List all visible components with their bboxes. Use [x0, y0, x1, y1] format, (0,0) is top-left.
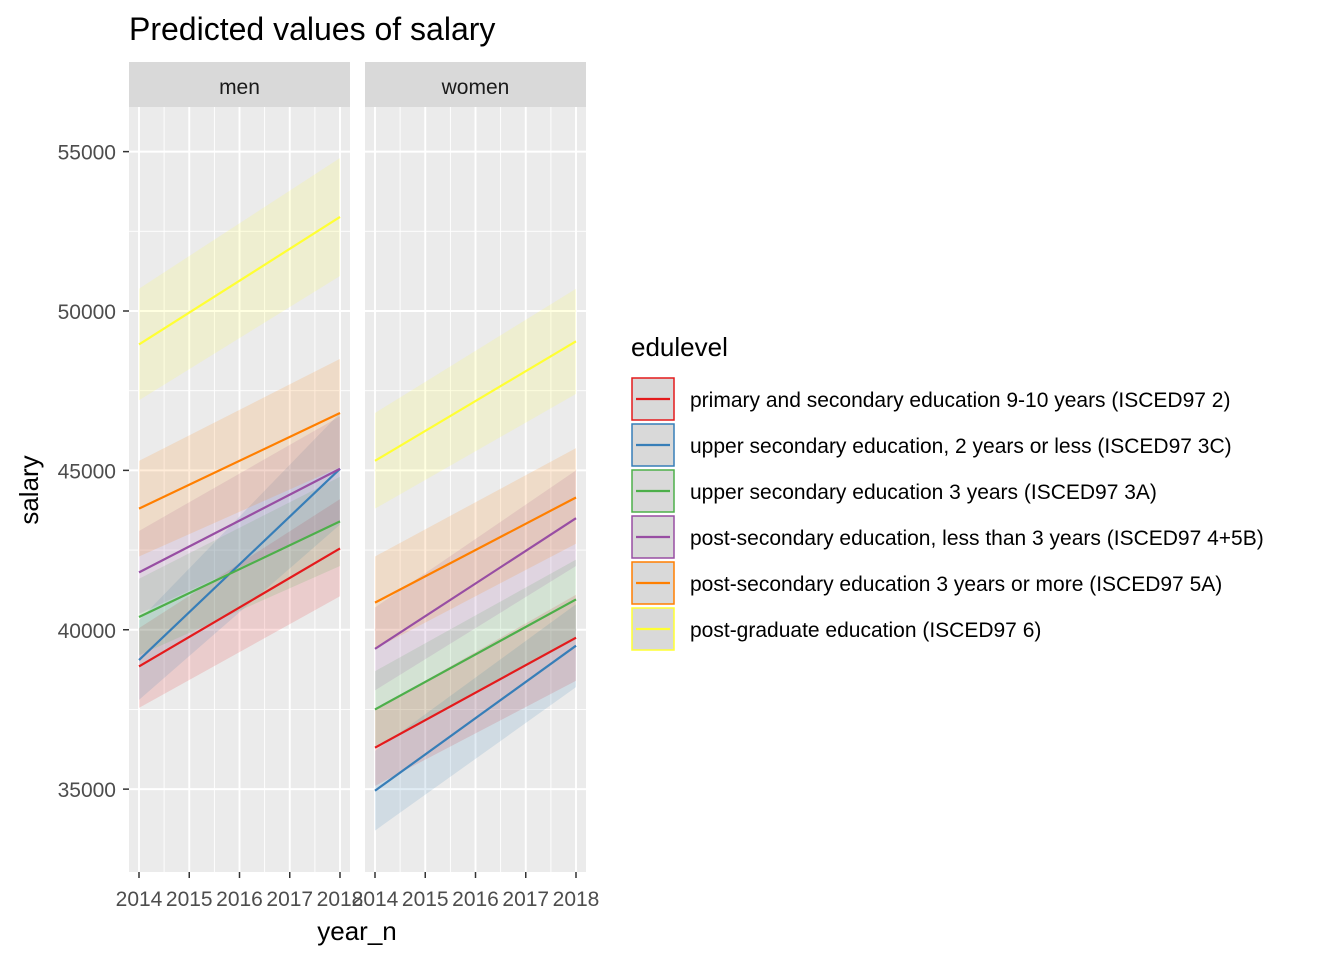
x-tick-label: 2016	[452, 888, 499, 911]
x-tick-label: 2016	[216, 888, 263, 911]
confidence-band	[375, 448, 576, 649]
x-tick-label: 2018	[317, 888, 364, 911]
x-tick-label: 2017	[502, 888, 549, 911]
confidence-band	[139, 358, 340, 557]
y-tick-label: 55000	[58, 142, 116, 165]
x-axis-title: year_n	[317, 916, 397, 946]
series-lines	[138, 216, 577, 792]
series-line	[374, 644, 577, 792]
strip-women	[365, 62, 586, 107]
series-line	[374, 496, 577, 604]
series-line	[374, 517, 577, 650]
confidence-band	[139, 413, 340, 700]
legend: edulevel primary and secondary education…	[631, 332, 1264, 651]
x-tick-label: 2015	[166, 888, 213, 911]
legend-label: post-secondary education, less than 3 ye…	[690, 527, 1264, 550]
confidence-band	[139, 416, 340, 614]
legend-label: post-secondary education 3 years or more…	[690, 573, 1222, 596]
x-tick-label: 2017	[266, 888, 313, 911]
legend-label: upper secondary education, 2 years or le…	[690, 435, 1232, 458]
confidence-band	[139, 499, 340, 708]
y-tick-label: 50000	[58, 301, 116, 324]
confidence-band	[139, 158, 340, 401]
confidence-band	[139, 476, 340, 656]
legend-item: post-secondary education, less than 3 ye…	[631, 515, 1264, 559]
series-line	[374, 340, 577, 462]
chart-title: Predicted values of salary	[129, 11, 495, 47]
strip-label-men: men	[219, 76, 260, 99]
legend-items: primary and secondary education 9-10 yea…	[631, 377, 1264, 651]
y-tick-label: 35000	[58, 779, 116, 802]
grid-layer	[129, 107, 586, 872]
confidence-band	[375, 594, 576, 786]
legend-item: post-graduate education (ISCED97 6)	[631, 607, 1041, 651]
strip-men	[129, 62, 350, 107]
legend-label: upper secondary education 3 years (ISCED…	[690, 481, 1157, 504]
confidence-band	[375, 288, 576, 509]
x-tick-label: 2014	[116, 888, 163, 911]
confidence-band	[375, 470, 576, 691]
legend-item: post-secondary education 3 years or more…	[631, 561, 1222, 605]
x-tick-label: 2014	[352, 888, 399, 911]
series-line	[138, 547, 341, 668]
strip-label-women: women	[441, 76, 510, 99]
x-tick-label: 2015	[402, 888, 449, 911]
series-line	[138, 520, 341, 618]
legend-label: primary and secondary education 9-10 yea…	[690, 389, 1230, 412]
series-line	[138, 467, 341, 574]
y-tick-label: 45000	[58, 460, 116, 483]
legend-label: post-graduate education (ISCED97 6)	[690, 619, 1041, 642]
legend-title: edulevel	[631, 332, 728, 362]
series-line	[374, 598, 577, 711]
series-line	[138, 216, 341, 346]
legend-item: upper secondary education, 2 years or le…	[631, 423, 1232, 467]
legend-item: primary and secondary education 9-10 yea…	[631, 377, 1230, 421]
series-line	[138, 412, 341, 510]
series-line	[374, 636, 577, 749]
y-tick-label: 40000	[58, 620, 116, 643]
legend-item: upper secondary education 3 years (ISCED…	[631, 469, 1157, 513]
series-line	[138, 467, 341, 661]
x-tick-label: 2018	[553, 888, 600, 911]
y-axis-title: salary	[14, 455, 44, 524]
